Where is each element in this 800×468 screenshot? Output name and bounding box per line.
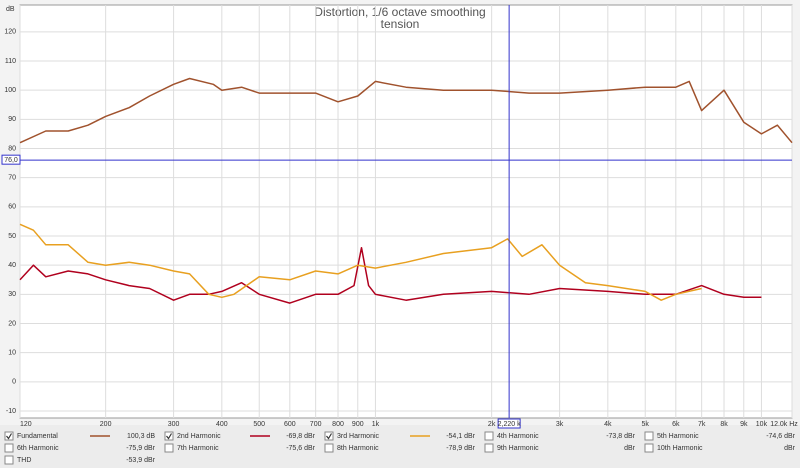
legend-checkbox[interactable]: [644, 443, 654, 453]
x-tick-label: 12.0k Hz: [770, 421, 798, 428]
x-tick-label: 2k: [488, 421, 496, 428]
legend-label: THD: [17, 457, 31, 464]
legend-readout: -54,1 dBr: [446, 433, 475, 440]
legend-label: 10th Harmonic: [657, 445, 703, 452]
x-tick-label: 500: [253, 421, 265, 428]
x-tick-label: 5k: [642, 421, 650, 428]
legend-checkbox[interactable]: [644, 431, 654, 441]
cursor-y-label: 76,0: [4, 157, 18, 164]
legend-checkbox[interactable]: [324, 443, 334, 453]
x-tick-label: 9k: [740, 421, 748, 428]
cursor-label-box: [1, 154, 21, 165]
y-tick-label: 30: [8, 291, 16, 298]
y-tick-label: 60: [8, 204, 16, 211]
legend-readout: 100,3 dB: [127, 433, 155, 440]
x-tick-label: 10k: [756, 421, 768, 428]
legend-readout: -75,6 dBr: [286, 445, 315, 452]
legend-label: 6th Harmonic: [17, 445, 59, 452]
legend-checkbox[interactable]: [4, 431, 14, 441]
legend-checkbox[interactable]: [164, 443, 174, 453]
legend-readout: dBr: [624, 445, 636, 452]
x-tick-label: 1k: [372, 421, 380, 428]
legend-label: 5th Harmonic: [657, 433, 699, 440]
y-tick-label: 80: [8, 145, 16, 152]
legend-check: [326, 433, 333, 440]
y-tick-label: -10: [6, 408, 16, 415]
legend-checkbox[interactable]: [484, 431, 494, 441]
legend-label: 4th Harmonic: [497, 433, 539, 440]
legend-checkbox[interactable]: [4, 443, 14, 453]
x-tick-label: 3k: [556, 421, 564, 428]
plot-area: [19, 4, 793, 419]
x-tick-label: 700: [310, 421, 322, 428]
series-line: [19, 77, 793, 144]
cursor-x-label: 2,220 k: [498, 421, 521, 428]
legend-checkbox[interactable]: [484, 443, 494, 453]
legend-label: 3rd Harmonic: [337, 433, 380, 440]
legend-label: Fundamental: [17, 433, 58, 440]
y-tick-label: 0: [12, 379, 16, 386]
y-tick-label: 70: [8, 175, 16, 182]
y-axis-label: dB: [6, 6, 15, 13]
y-tick-label: 10: [8, 350, 16, 357]
y-tick-label: 90: [8, 116, 16, 123]
x-tick-label: 7k: [698, 421, 706, 428]
legend-checkbox[interactable]: [324, 431, 334, 441]
legend-label: 9th Harmonic: [497, 445, 539, 452]
legend-checkbox[interactable]: [4, 455, 14, 465]
legend-readout: -75,9 dBr: [126, 445, 155, 452]
legend-checkbox[interactable]: [164, 431, 174, 441]
y-tick-label: 40: [8, 262, 16, 269]
legend-readout: dBr: [784, 445, 796, 452]
y-tick-label: 20: [8, 320, 16, 327]
series-line: [19, 223, 702, 301]
x-tick-label: 800: [332, 421, 344, 428]
legend-label: 8th Harmonic: [337, 445, 379, 452]
chart-subtitle: tension: [381, 17, 420, 31]
chart-title: Distortion, 1/6 octave smoothing: [314, 5, 485, 19]
y-tick-label: 110: [5, 58, 16, 65]
x-tick-label: 200: [100, 421, 112, 428]
legend-label: 2nd Harmonic: [177, 433, 221, 440]
y-tick-label: 120: [4, 29, 16, 36]
x-tick-label: 900: [352, 421, 364, 428]
series-line: [19, 246, 762, 304]
x-tick-label: 6k: [672, 421, 680, 428]
legend-check: [6, 433, 13, 440]
x-tick-label: 4k: [604, 421, 612, 428]
legend-area: [0, 425, 800, 468]
y-tick-label: 50: [8, 233, 16, 240]
cursor-label-box: [497, 418, 521, 429]
legend-label: 7th Harmonic: [177, 445, 219, 452]
legend-readout: -74,6 dBr: [766, 433, 795, 440]
x-tick-label: 120: [20, 421, 32, 428]
x-tick-label: 300: [168, 421, 180, 428]
legend-readout: -69,8 dBr: [286, 433, 315, 440]
x-tick-label: 400: [216, 421, 228, 428]
legend-readout: -73,8 dBr: [606, 433, 635, 440]
legend-readout: -78,9 dBr: [446, 445, 475, 452]
x-tick-label: 8k: [720, 421, 728, 428]
x-tick-label: 600: [284, 421, 296, 428]
y-tick-label: 100: [4, 87, 16, 94]
legend-readout: -53,9 dBr: [126, 457, 155, 464]
legend-check: [166, 433, 173, 440]
